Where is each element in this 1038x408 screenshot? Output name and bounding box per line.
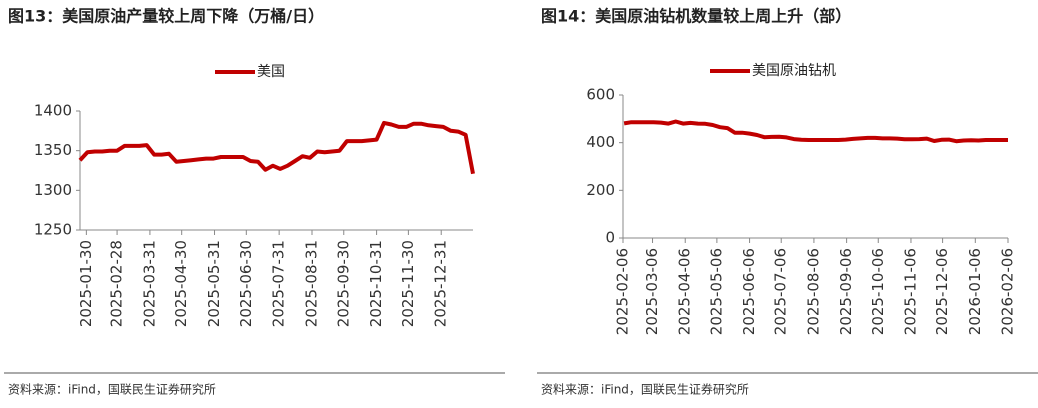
x-tick-label: 2025-09-06: [837, 248, 855, 335]
x-tick-label: 2025-11-30: [399, 240, 417, 327]
y-tick-label: 1250: [34, 221, 72, 239]
x-tick-label: 2025-11-06: [901, 248, 919, 335]
y-tick-label: 200: [586, 181, 615, 199]
legend-label: 美国原油钻机: [752, 63, 836, 79]
x-tick-label: 2025-08-06: [804, 248, 822, 335]
y-tick-label: 400: [586, 133, 615, 151]
x-tick-label: 2025-02-06: [614, 248, 632, 335]
x-tick-label: 2026-02-06: [999, 248, 1017, 335]
x-tick-label: 2025-08-31: [302, 240, 320, 327]
x-tick-label: 2025-05-06: [707, 248, 725, 335]
x-tick-label: 2025-06-06: [740, 248, 758, 335]
y-tick-label: 1300: [34, 181, 72, 199]
data-line: [623, 119, 1008, 144]
data-line: [78, 120, 475, 175]
x-tick-label: 2025-04-06: [676, 248, 694, 335]
x-tick-label: 2026-01-06: [966, 248, 984, 335]
chart-title: 图14：美国原油钻机数量较上周上升（部）: [541, 7, 851, 26]
x-tick-label: 2025-10-06: [869, 248, 887, 335]
y-tick-label: 0: [605, 229, 615, 247]
x-tick-label: 2025-06-30: [237, 240, 255, 327]
x-tick-label: 2025-12-31: [432, 240, 450, 327]
x-tick-label: 2025-12-06: [933, 248, 951, 335]
chart-title: 图13：美国原油产量较上周下降（万桶/日）: [8, 7, 324, 26]
x-tick-label: 2025-03-31: [140, 240, 158, 327]
x-tick-label: 2025-09-30: [334, 240, 352, 327]
x-tick-label: 2025-01-30: [77, 240, 95, 327]
x-tick-label: 2025-03-06: [643, 248, 661, 335]
x-tick-label: 2025-07-06: [772, 248, 790, 335]
y-tick-label: 1350: [34, 141, 72, 159]
source: 资料来源：iFind，国联民生证券研究所: [8, 382, 216, 397]
x-tick-label: 2025-10-31: [367, 240, 385, 327]
x-tick-label: 2025-04-30: [172, 240, 190, 327]
x-tick-label: 2025-07-31: [270, 240, 288, 327]
x-tick-label: 2025-02-28: [108, 240, 126, 327]
legend-label: 美国: [257, 64, 285, 80]
y-tick-label: 1400: [34, 102, 72, 120]
x-tick-label: 2025-05-31: [205, 240, 223, 327]
source: 资料来源：iFind，国联民生证券研究所: [541, 382, 749, 397]
y-tick-label: 600: [586, 86, 615, 104]
